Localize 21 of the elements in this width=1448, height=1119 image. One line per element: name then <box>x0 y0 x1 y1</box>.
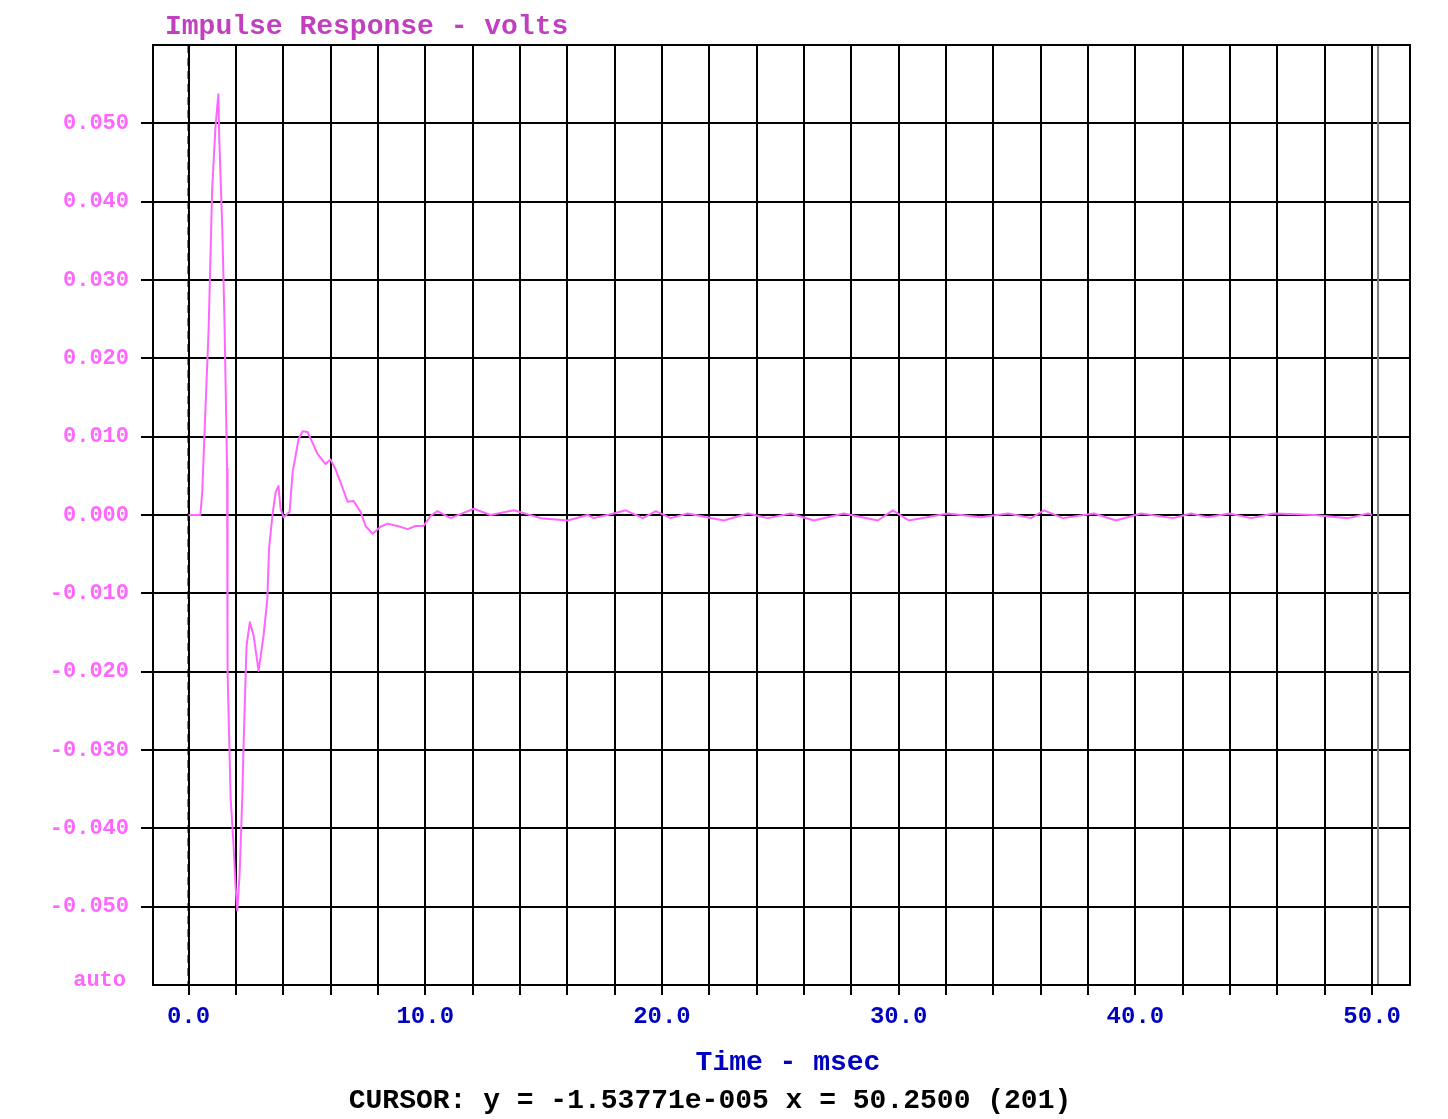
y-tick-label: 0.010 <box>62 424 129 450</box>
x-tick-label: 20.0 <box>633 1003 691 1031</box>
x-tick-label: 30.0 <box>869 1003 928 1031</box>
x-axis-title: Time - msec <box>695 1047 881 1078</box>
y-tick-label: -0.020 <box>49 659 129 685</box>
chart-title: Impulse Response - volts <box>165 11 569 42</box>
y-tick-label: 0.040 <box>62 189 129 215</box>
y-tick-label: 0.050 <box>62 110 129 136</box>
x-tick-label: 40.0 <box>1106 1003 1165 1031</box>
y-tick-label: -0.050 <box>49 894 129 920</box>
x-tick-label: 50.0 <box>1343 1003 1401 1031</box>
x-tick-label: 0.0 <box>166 1003 211 1031</box>
x-tick-label: 10.0 <box>396 1003 455 1031</box>
y-tick-label: 0.030 <box>62 267 129 293</box>
text: auto <box>73 968 126 993</box>
y-tick-label: 0.020 <box>62 345 129 371</box>
y-tick-label: -0.030 <box>49 737 129 763</box>
y-tick-label: 0.000 <box>62 502 129 528</box>
text: CURSOR: y = -1.53771e-005 x = 50.2500 (201) <box>348 1085 1072 1116</box>
y-tick-label: -0.040 <box>49 815 129 841</box>
y-tick-label: -0.010 <box>49 580 129 606</box>
